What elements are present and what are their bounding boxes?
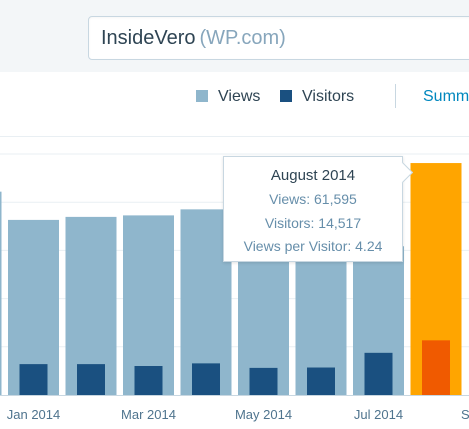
visitors-bar[interactable] xyxy=(77,364,105,395)
x-tick-label: Jul 2014 xyxy=(354,407,403,422)
views-bar[interactable] xyxy=(0,191,2,395)
tooltip-views-per-visitor: Views per Visitor: 4.24 xyxy=(243,238,383,254)
summary-link[interactable]: Summ xyxy=(423,88,469,105)
visitors-swatch-icon xyxy=(280,90,292,102)
views-bar[interactable] xyxy=(123,215,174,395)
chart-tooltip: August 2014 Views: 61,595 Visitors: 14,5… xyxy=(223,156,403,262)
tooltip-visitors: Visitors: 14,517 xyxy=(264,215,362,231)
x-tick-label: May 2014 xyxy=(235,407,292,422)
top-bar: InsideVero (WP.com) xyxy=(0,0,469,72)
visitors-bar[interactable] xyxy=(422,340,450,395)
visitors-bar[interactable] xyxy=(192,363,220,395)
visitors-bar[interactable] xyxy=(134,366,163,395)
views-swatch-icon xyxy=(196,90,208,102)
x-tick-label: S xyxy=(461,407,469,422)
site-name: InsideVero xyxy=(101,27,196,49)
tooltip-title: August 2014 xyxy=(270,167,356,184)
site-name-text: InsideVero (WP.com) xyxy=(101,27,286,50)
legend-divider xyxy=(395,84,396,108)
site-type: (WP.com) xyxy=(199,27,286,49)
tooltip-views: Views: 61,595 xyxy=(269,191,357,207)
visitors-bar[interactable] xyxy=(364,352,393,395)
legend-label-views: Views xyxy=(218,88,261,105)
legend-item-views[interactable]: Views xyxy=(196,88,260,106)
visitors-bar[interactable] xyxy=(307,367,335,395)
x-tick-label: Jan 2014 xyxy=(7,407,61,422)
x-tick-label: Mar 2014 xyxy=(121,407,176,422)
visitors-bar[interactable] xyxy=(249,367,278,395)
legend-label-visitors: Visitors xyxy=(302,88,355,105)
site-selector[interactable]: InsideVero (WP.com) xyxy=(88,16,469,60)
visitors-bar[interactable] xyxy=(19,364,48,395)
chart-top-divider xyxy=(0,136,469,137)
legend-item-visitors[interactable]: Visitors xyxy=(280,88,354,106)
